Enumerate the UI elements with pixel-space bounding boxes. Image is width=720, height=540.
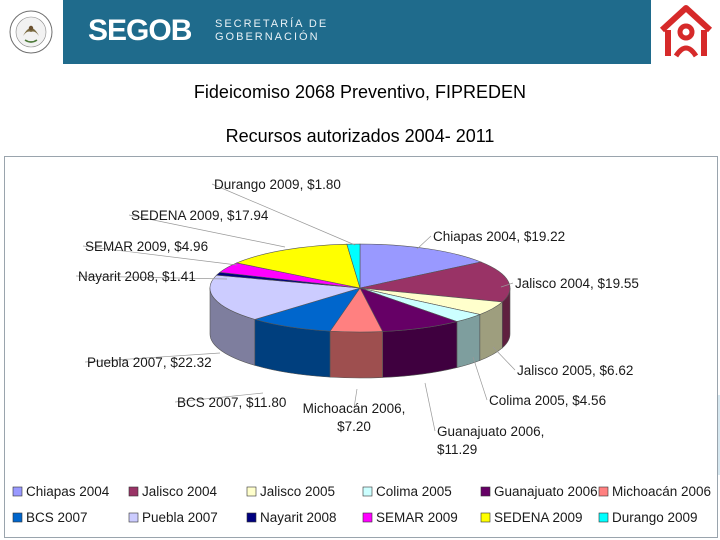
legend-item-guanajuato-2006: Guanajuato 2006 [494,484,598,499]
legend-swatch [362,486,373,497]
pie-chart-frame: Chiapas 2004, $19.22 Jalisco 2004, $19.55… [4,156,718,538]
pie-slice-bcs-2007 [253,287,361,332]
page-subtitle: Recursos autorizados 2004- 2011 [225,126,495,146]
legend-item-durango-2009: Durango 2009 [612,510,698,525]
segob-banner [63,0,651,64]
legend-item-bcs-2007: BCS 2007 [26,510,88,525]
legend-swatch [12,486,23,497]
data-label-jalisco-2005: Jalisco 2005, $6.62 [517,363,633,378]
pie-side-michoac-n-2006 [329,330,383,379]
segob-brand: SEGOB [88,14,192,47]
legend-swatch [128,512,139,523]
institution-logo [652,0,720,64]
data-label-semar-2009: SEMAR 2009, $4.96 [85,239,208,254]
legend-item-sedena-2009: SEDENA 2009 [494,510,583,525]
secretaria-de-gobernacion: SECRETARÍA DE GOBERNACIÓN [215,18,329,43]
data-label-jalisco-2004: Jalisco 2004, $19.55 [515,276,639,291]
page-title: Fideicomiso 2068 Preventivo, FIPREDEN [193,82,527,102]
data-label-nayarit-2008: Nayarit 2008, $1.41 [78,269,196,284]
legend-item-puebla-2007: Puebla 2007 [142,510,218,525]
data-label-chiapas-2004: Chiapas 2004, $19.22 [433,229,565,244]
legend-swatch [362,512,373,523]
legend-swatch [246,512,257,523]
data-label-durango-2009: Durango 2009, $1.80 [214,177,341,192]
legend-item-semar-2009: SEMAR 2009 [376,510,458,525]
legend-swatch [480,486,491,497]
pie-slice-guanajuato-2006 [359,287,458,332]
mexico-seal-logo [0,0,62,64]
pie-slice-chiapas-2004 [359,243,483,289]
data-label-guanajuato-2006: Guanajuato 2006, $11.29 [437,424,544,457]
pie-slice-jalisco-2004 [359,261,511,303]
pie-side-colima-2005 [456,314,481,368]
legend-item-colima-2005: Colima 2005 [376,484,452,499]
legend-swatch [12,512,23,523]
chart-legend: Chiapas 2004 Jalisco 2004 Jalisco 2005 Coli… [12,484,711,525]
legend-swatch [246,486,257,497]
header: SEGOB SECRETARÍA DE GOBERNACIÓN [0,0,720,64]
legend-item-chiapas-2004: Chiapas 2004 [26,484,110,499]
pie-slice-sedena-2009 [235,243,361,289]
pie-chart: Chiapas 2004, $19.22 Jalisco 2004, $19.55… [12,177,711,525]
legend-item-jalisco-2004: Jalisco 2004 [142,484,218,499]
data-label-puebla-2007: Puebla 2007, $22.32 [87,355,212,370]
legend-swatch [128,486,139,497]
data-label-colima-2005: Colima 2005, $4.56 [489,393,606,408]
legend-swatch [480,512,491,523]
data-label-michoac-n-2006: Michoacán 2006, $7.20 [303,401,406,434]
legend-item-nayarit-2008: Nayarit 2008 [260,510,337,525]
data-label-sedena-2009: SEDENA 2009, $17.94 [131,208,269,223]
legend-swatch [598,512,609,523]
legend-item-jalisco-2005: Jalisco 2005 [260,484,335,499]
legend-item-michoac-n-2006: Michoacán 2006 [612,484,711,499]
legend-swatch [598,486,609,497]
pie-slice-puebla-2007 [209,274,361,320]
data-label-bcs-2007: BCS 2007, $11.80 [177,395,286,410]
